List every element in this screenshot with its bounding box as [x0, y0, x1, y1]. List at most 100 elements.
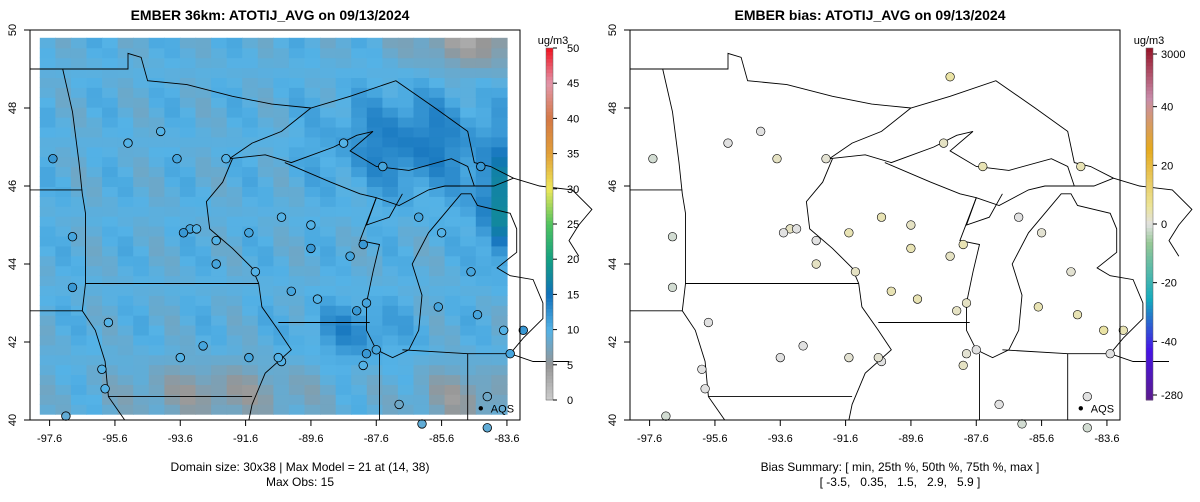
grid-cell	[195, 206, 212, 217]
grid-cell	[335, 67, 352, 78]
grid-cell	[320, 67, 337, 78]
colorbar-segment	[1146, 245, 1153, 250]
obs-site-marker	[178, 228, 189, 238]
grid-cell	[195, 156, 212, 168]
grid-cell	[148, 216, 165, 227]
grid-cell	[102, 235, 119, 247]
grid-cell	[257, 206, 274, 217]
grid-cell	[460, 285, 477, 296]
colorbar-segment	[1146, 262, 1153, 267]
grid-cell	[133, 186, 150, 197]
grid-cell	[195, 126, 212, 138]
grid-cell	[117, 107, 134, 118]
grid-cell	[460, 77, 477, 88]
grid-cell	[133, 394, 150, 405]
grid-cell	[257, 364, 274, 376]
grid-cell	[382, 117, 399, 128]
grid-cell	[491, 146, 508, 158]
grid-cell	[148, 196, 165, 207]
obs-site-marker	[472, 310, 483, 320]
grid-cell	[39, 275, 56, 286]
colorbar-segment	[1146, 336, 1153, 341]
obs-site-marker	[433, 302, 444, 312]
grid-cell	[179, 245, 197, 257]
grid-cell	[475, 226, 492, 237]
grid-cell	[273, 334, 290, 346]
grid-cell	[133, 235, 150, 247]
obs-site-marker	[466, 267, 476, 277]
colorbar-segment	[1146, 231, 1153, 236]
obs-site-marker	[414, 212, 424, 222]
grid-cell	[335, 334, 352, 346]
grid-cell	[429, 77, 446, 88]
grid-cell	[164, 57, 181, 69]
grid-cell	[429, 325, 446, 336]
grid-cell	[70, 374, 88, 385]
chart-title: EMBER bias: ATOTIJ_AVG on 09/13/2024	[734, 7, 1005, 23]
y-tick-label: 48	[7, 102, 19, 114]
grid-cell	[257, 265, 274, 277]
grid-cell	[179, 57, 197, 69]
grid-cell	[226, 37, 243, 49]
grid-cell	[242, 146, 259, 158]
grid-cell	[226, 334, 243, 346]
colorbar-segment	[1146, 385, 1153, 390]
grid-cell	[257, 245, 274, 257]
grid-cell	[102, 156, 119, 168]
grid-cell	[351, 374, 368, 385]
grid-cell	[70, 67, 88, 78]
colorbar-segment	[1146, 121, 1153, 126]
grid-cell	[86, 146, 103, 158]
grid-cell	[102, 216, 119, 227]
bias-site-marker	[844, 353, 854, 363]
grid-cell	[397, 176, 415, 187]
grid-cell	[273, 166, 290, 178]
grid-cell	[117, 404, 134, 415]
grid-cell	[351, 156, 368, 168]
grid-cell	[102, 166, 119, 178]
bias-site-marker	[952, 306, 962, 316]
colorbar-segment	[546, 93, 553, 98]
grid-cell	[351, 295, 368, 306]
grid-cell	[335, 315, 352, 326]
grid-cell	[179, 206, 197, 217]
grid-cell	[55, 295, 72, 306]
grid-cell	[413, 136, 430, 148]
grid-cell	[351, 364, 368, 376]
colorbar-segment	[1146, 269, 1153, 274]
grid-cell	[413, 255, 430, 267]
grid-cell	[257, 354, 274, 366]
grid-cell	[86, 216, 103, 227]
grid-cell	[257, 186, 274, 197]
bias-site-marker	[1072, 310, 1083, 320]
colorbar-tick-label: 25	[567, 219, 579, 231]
grid-cell	[304, 37, 321, 49]
grid-cell	[55, 216, 72, 227]
colorbar-segment	[546, 48, 553, 53]
grid-cell	[475, 156, 492, 168]
grid-cell	[195, 364, 212, 376]
grid-cell	[226, 255, 243, 267]
grid-cell	[242, 344, 259, 356]
grid-cell	[475, 87, 492, 98]
grid-cell	[288, 275, 306, 286]
colorbar-segment	[1146, 65, 1153, 70]
grid-cell	[397, 57, 415, 69]
grid-cell	[273, 126, 290, 138]
obs-site-marker	[361, 298, 372, 308]
colorbar-segment	[546, 315, 553, 320]
grid-cell	[148, 235, 165, 247]
grid-cell	[413, 97, 430, 108]
grid-cell	[242, 255, 259, 267]
grid-cell	[86, 354, 103, 366]
grid-cell	[491, 97, 508, 108]
obs-site-marker	[276, 212, 287, 222]
grid-cell	[397, 334, 415, 346]
grid-cell	[413, 126, 430, 138]
grid-cell	[460, 196, 477, 207]
bias-site-marker	[1066, 267, 1076, 277]
grid-cell	[491, 285, 508, 296]
bias-site-marker	[661, 411, 671, 421]
grid-cell	[133, 315, 150, 326]
grid-cell	[117, 196, 134, 207]
